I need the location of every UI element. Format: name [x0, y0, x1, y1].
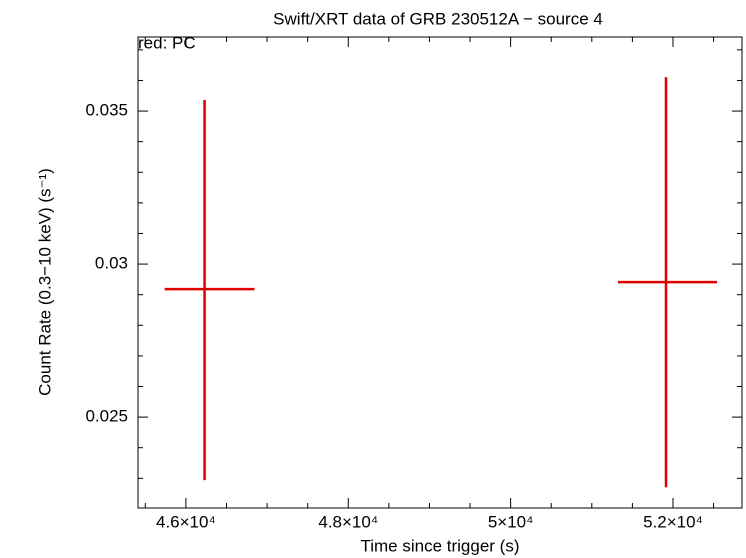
plot-frame: [137, 36, 743, 509]
x-tick-label: 4.8×10⁴: [318, 512, 378, 531]
chart-subtitle: red: PC: [138, 33, 196, 52]
x-tick-label: 5×10⁴: [488, 512, 534, 531]
x-axis-label: Time since trigger (s): [360, 536, 519, 555]
chart-title: Swift/XRT data of GRB 230512A − source 4: [273, 9, 603, 28]
y-tick-label: 0.03: [95, 254, 128, 273]
y-tick-label: 0.025: [85, 407, 128, 426]
x-tick-label: 4.6×10⁴: [156, 512, 216, 531]
y-axis-label: Count Rate (0.3−10 keV) (s⁻¹): [35, 168, 54, 396]
y-tick-label: 0.035: [85, 101, 128, 120]
x-tick-label: 5.2×10⁴: [643, 512, 703, 531]
